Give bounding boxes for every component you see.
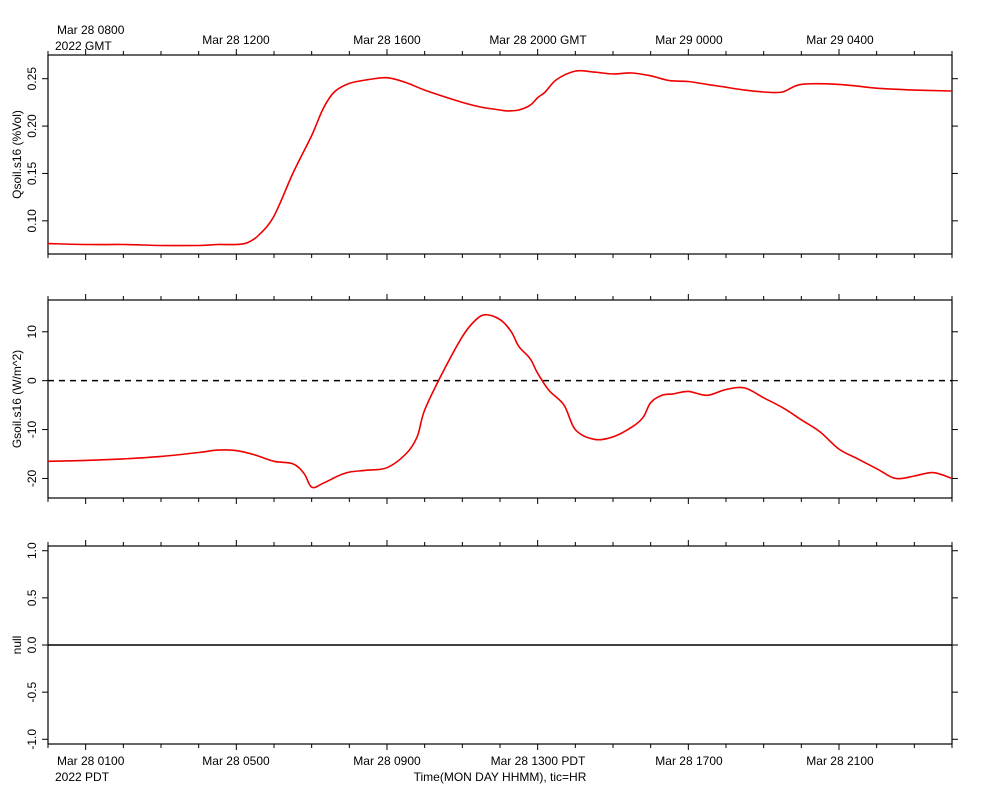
y-tick-label: -20 [25,469,39,487]
y-tick-label: 0.20 [25,114,39,138]
top-axis-tick-label: Mar 28 2000 GMT [489,33,587,47]
panel-y-axis-label: Gsoil.s16 (W/m^2) [10,350,24,448]
top-axis-tick-label: Mar 28 1600 [353,33,421,47]
y-tick-label: -10 [25,421,39,439]
panel-gsoil: 10 0 -10 -20 Gsoil.s16 (W/m^2) [10,294,958,504]
panel-x-ticks [47,49,953,260]
gsoil-series-line [47,313,953,489]
panel-y-axis-label: null [10,636,24,655]
y-tick-label: 0.10 [25,209,39,233]
bottom-axis-tick-label: Mar 28 1300 PDT [491,754,586,768]
top-axis-tick-label: Mar 29 0000 [655,33,723,47]
y-tick-label: 0.25 [25,67,39,91]
y-tick-label: 0 [25,377,39,384]
y-tick-label: 0.5 [25,589,39,606]
panel-y-axis-label: Qsoil.s16 (%Vol) [10,110,24,199]
y-tick-label: 1.0 [25,542,39,559]
y-tick-label: 0.0 [25,636,39,653]
y-tick-label: -0.5 [25,681,39,702]
y-tick-label: 10 [25,325,39,339]
panel-x-ticks [47,294,953,504]
bottom-axis: Mar 28 0100 2022 PDT Mar 28 0500 Mar 28 … [55,754,874,784]
panel-y-ticks: 10 0 -10 -20 [25,325,958,487]
top-axis-tick-label: Mar 28 0800 [57,23,125,37]
bottom-axis-tick-label: Mar 28 0100 [57,754,125,768]
x-axis-title: Time(MON DAY HHMM), tic=HR [414,770,587,784]
panel-x-ticks [47,540,953,750]
bottom-axis-tick-label: Mar 28 1700 [655,754,723,768]
panel-y-ticks: 0.10 0.15 0.20 0.25 [25,67,958,233]
top-axis: Mar 28 0800 2022 GMT Mar 28 1200 Mar 28 … [55,23,874,53]
bottom-axis-unit-label: 2022 PDT [55,770,110,784]
top-axis-tick-label: Mar 29 0400 [806,33,874,47]
y-tick-label: 0.15 [25,161,39,185]
top-axis-unit-label: 2022 GMT [55,39,112,53]
top-axis-tick-label: Mar 28 1200 [202,33,270,47]
y-tick-label: -1.0 [25,729,39,750]
panel-y-ticks: 1.0 0.5 0.0 -0.5 -1.0 [25,542,958,750]
bottom-axis-tick-label: Mar 28 0900 [353,754,421,768]
bottom-axis-tick-label: Mar 28 0500 [202,754,270,768]
panel-qsoil: 0.10 0.15 0.20 0.25 Qsoil.s16 (%Vol) [10,49,958,260]
panel-null: 1.0 0.5 0.0 -0.5 -1.0 null [10,540,958,750]
bottom-axis-tick-label: Mar 28 2100 [806,754,874,768]
qsoil-series-line [47,69,953,247]
